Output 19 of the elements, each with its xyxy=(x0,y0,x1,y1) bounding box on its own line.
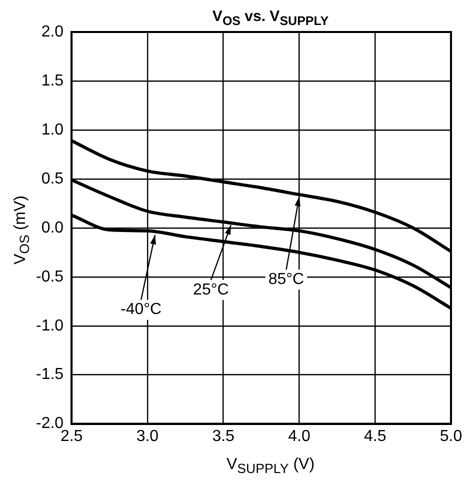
annotation: -40°C xyxy=(120,301,162,318)
x-tick-label: 3.5 xyxy=(212,428,235,445)
annotation: 25°C xyxy=(193,281,229,298)
x-axis-title: V$_{SUPPLY}$ (V) xyxy=(225,456,316,476)
x-tick-label: 4.0 xyxy=(288,428,310,445)
y-tick-label: 2.0 xyxy=(41,23,64,40)
x-tick-label: 2.5 xyxy=(60,428,83,445)
x-tick-label: 3.0 xyxy=(136,428,159,445)
y-tick-label: -1.5 xyxy=(36,366,64,384)
y-tick-label: 1.5 xyxy=(41,72,64,90)
y-tick-label: 0.0 xyxy=(41,219,64,236)
chart-title: V$_{OS}$ vs. V$_{SUPPLY}$ xyxy=(211,8,330,28)
x-tick-label: 4.5 xyxy=(364,428,386,445)
y-tick-label: 0.5 xyxy=(41,170,64,188)
x-tick-label: 5.0 xyxy=(440,428,462,445)
y-tick-label: -1.0 xyxy=(36,317,64,334)
y-tick-label: -0.5 xyxy=(36,268,64,286)
y-tick-label: 1.0 xyxy=(41,121,64,138)
annotation: 85°C xyxy=(268,271,304,288)
